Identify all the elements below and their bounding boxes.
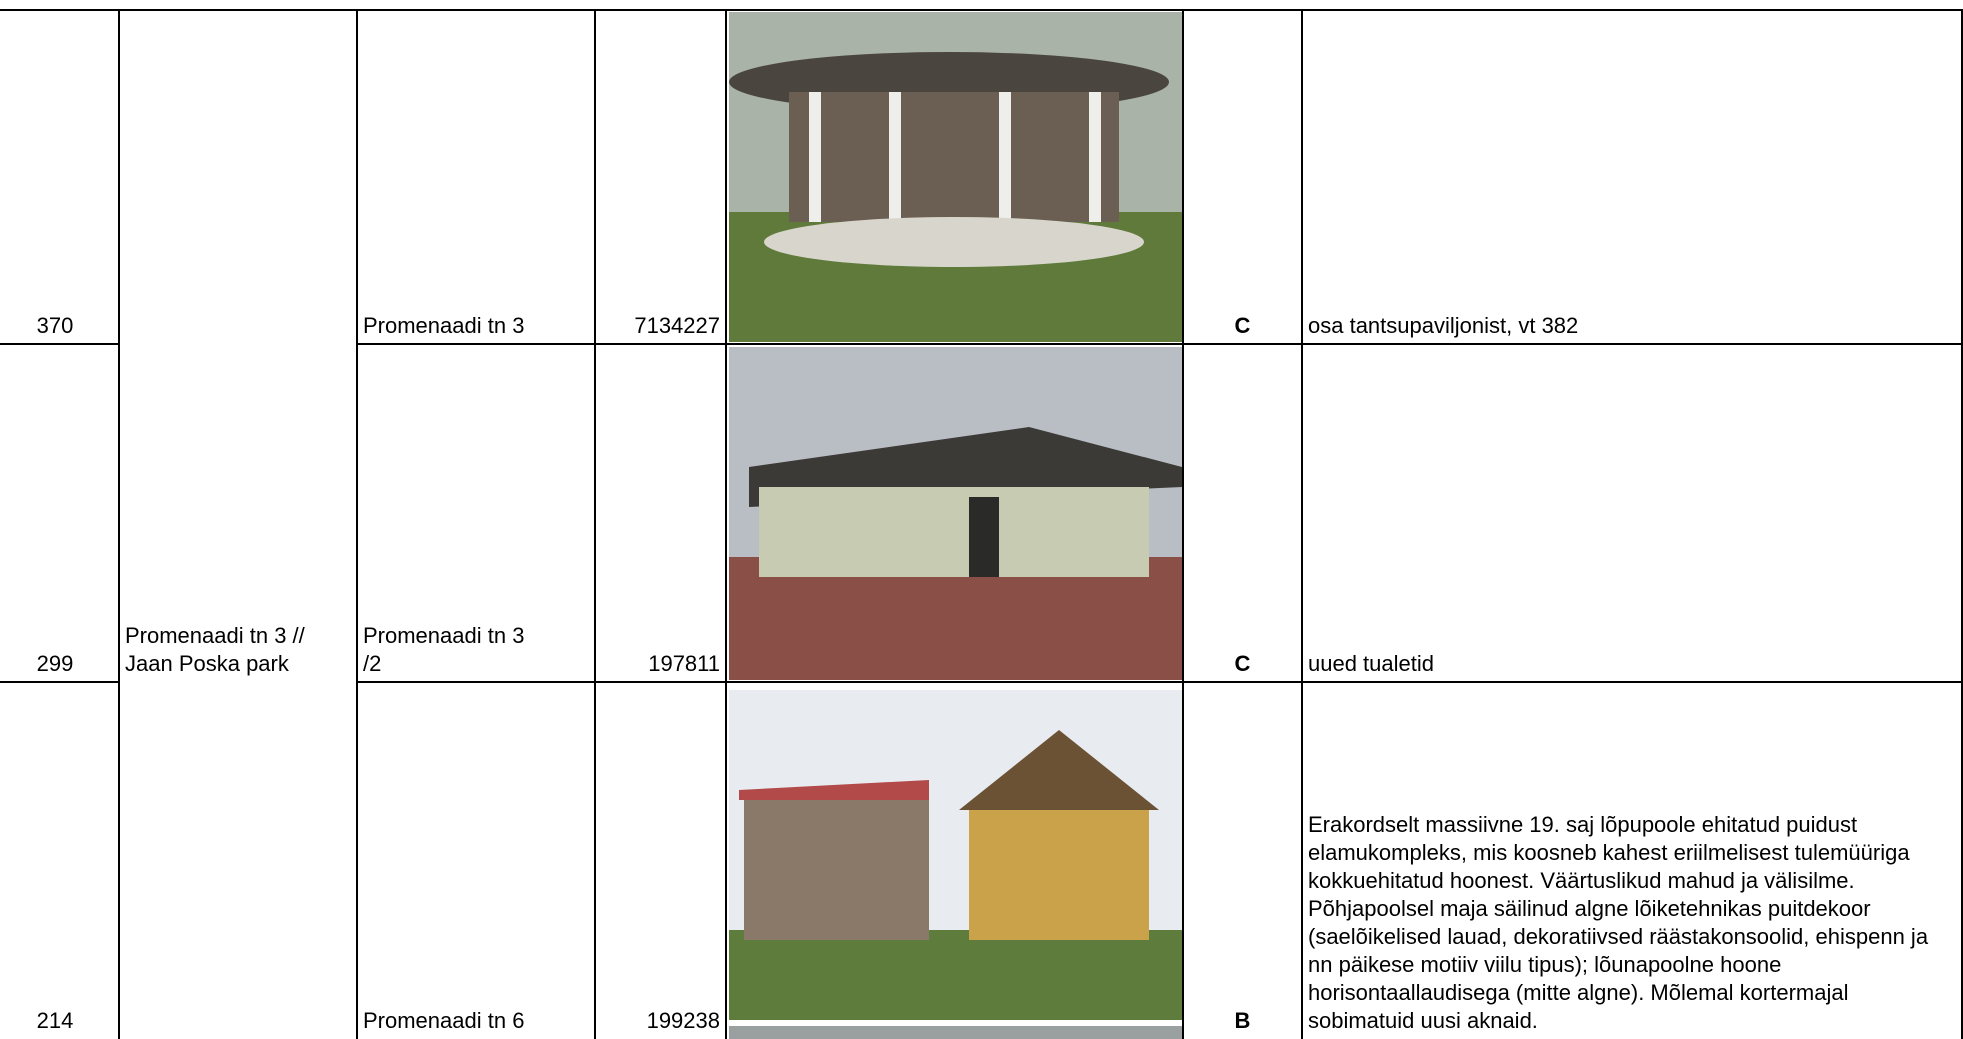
- col-line: [725, 10, 727, 1039]
- cell-text: Promenaadi tn 3 // Jaan Poska park: [125, 623, 305, 676]
- row-line: [357, 681, 1963, 683]
- cell-text: Erakordselt massiivne 19. saj lõpupoole …: [1308, 812, 1929, 1033]
- col-line: [1961, 10, 1963, 1039]
- photo-houses: [729, 690, 1182, 1020]
- cell-text: C: [1234, 651, 1251, 676]
- photo-pavilion: [729, 12, 1182, 342]
- note-cell: Erakordselt massiivne 19. saj lõpupoole …: [1302, 682, 1963, 1039]
- cell-text: 197811: [648, 651, 720, 676]
- code-cell: 7134227: [595, 10, 726, 344]
- group-cell: Promenaadi tn 3 // Jaan Poska park: [119, 10, 356, 682]
- class-cell: C: [1183, 10, 1302, 344]
- col-line: [1182, 10, 1184, 1039]
- photo-toilets: [729, 347, 1182, 680]
- cell-text: B: [1234, 1008, 1251, 1033]
- code-cell: 199238: [595, 682, 726, 1039]
- cell-text: osa tantsupaviljonist, vt 382: [1308, 313, 1579, 338]
- address-cell: Promenaadi tn 3 /2: [357, 344, 594, 682]
- row-line: [0, 343, 119, 345]
- cell-text: 214: [36, 1008, 74, 1033]
- row-line: [357, 343, 1963, 345]
- class-cell: B: [1183, 682, 1302, 1039]
- note-cell: uued tualetid: [1302, 344, 1963, 682]
- cell-text: C: [1234, 313, 1251, 338]
- border: [0, 9, 1963, 11]
- col-line: [118, 10, 120, 1039]
- address-cell: Promenaadi tn 3: [357, 10, 594, 344]
- cell-text: 370: [36, 313, 74, 338]
- cell-text: Promenaadi tn 6: [363, 1008, 525, 1033]
- photo-next: [729, 1026, 1182, 1039]
- address-cell: Promenaadi tn 6: [357, 682, 594, 1039]
- col-line: [594, 10, 596, 1039]
- cell-text: uued tualetid: [1308, 651, 1434, 676]
- cell-text: 199238: [646, 1008, 720, 1033]
- id-cell: 370: [0, 10, 110, 344]
- code-cell: 197811: [595, 344, 726, 682]
- col-line: [1301, 10, 1303, 1039]
- id-cell: 214: [0, 682, 110, 1039]
- cell-text: Promenaadi tn 3: [363, 313, 525, 338]
- id-cell: 299: [0, 344, 110, 682]
- note-cell: osa tantsupaviljonist, vt 382: [1302, 10, 1963, 344]
- cell-text: 7134227: [634, 313, 720, 338]
- col-line: [356, 10, 358, 1039]
- class-cell: C: [1183, 344, 1302, 682]
- cell-text: Promenaadi tn 3 /2: [363, 623, 525, 676]
- cell-text: 299: [36, 651, 74, 676]
- row-line: [0, 681, 119, 683]
